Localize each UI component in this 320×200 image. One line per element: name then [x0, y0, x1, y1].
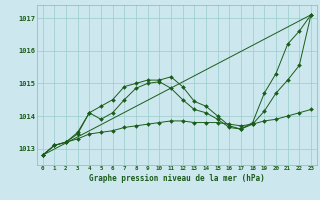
X-axis label: Graphe pression niveau de la mer (hPa): Graphe pression niveau de la mer (hPa): [89, 174, 265, 183]
